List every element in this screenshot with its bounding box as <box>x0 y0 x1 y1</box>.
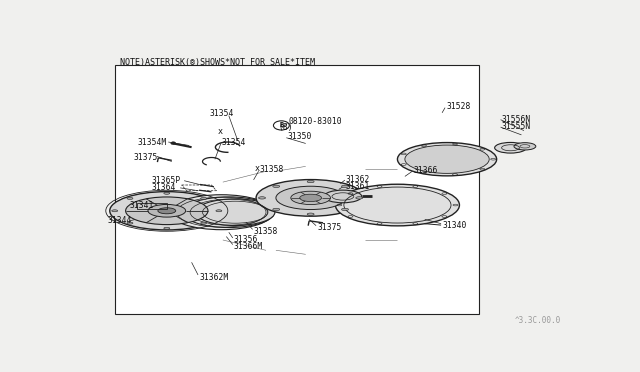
Ellipse shape <box>307 180 314 183</box>
Ellipse shape <box>291 191 330 205</box>
Text: 31375: 31375 <box>134 153 158 162</box>
Ellipse shape <box>183 197 275 228</box>
Ellipse shape <box>342 185 349 187</box>
Ellipse shape <box>201 198 207 199</box>
Text: 31344: 31344 <box>108 216 132 225</box>
Bar <box>115 65 479 314</box>
Ellipse shape <box>397 142 497 176</box>
Text: 31350: 31350 <box>287 132 312 141</box>
Ellipse shape <box>495 142 526 153</box>
Circle shape <box>171 142 176 145</box>
Ellipse shape <box>169 195 273 230</box>
Ellipse shape <box>300 194 321 202</box>
Text: 31358: 31358 <box>260 165 284 174</box>
Text: x: x <box>255 164 260 173</box>
Ellipse shape <box>259 197 266 199</box>
Ellipse shape <box>164 192 170 194</box>
Text: (8): (8) <box>278 123 293 132</box>
Ellipse shape <box>125 197 208 225</box>
Text: 31362: 31362 <box>346 175 370 184</box>
Ellipse shape <box>276 186 346 209</box>
Ellipse shape <box>273 185 280 187</box>
Ellipse shape <box>342 208 349 211</box>
Ellipse shape <box>273 208 280 211</box>
Text: 31356: 31356 <box>234 235 258 244</box>
Text: 31341: 31341 <box>129 201 154 209</box>
Text: 31366: 31366 <box>413 166 438 174</box>
Text: 31354: 31354 <box>209 109 234 118</box>
Ellipse shape <box>256 180 365 216</box>
Text: NOTE)ASTERISK(®)SHOWS*NOT FOR SALE*ITEM: NOTE)ASTERISK(®)SHOWS*NOT FOR SALE*ITEM <box>120 58 315 67</box>
Ellipse shape <box>196 199 275 225</box>
Ellipse shape <box>112 210 118 212</box>
Ellipse shape <box>307 213 314 215</box>
Ellipse shape <box>335 184 460 226</box>
Text: 31354: 31354 <box>221 138 246 147</box>
Text: 31365P: 31365P <box>152 176 181 185</box>
Ellipse shape <box>158 208 176 214</box>
Ellipse shape <box>324 190 362 203</box>
Ellipse shape <box>110 192 224 230</box>
Ellipse shape <box>127 222 133 224</box>
Ellipse shape <box>201 222 207 224</box>
Ellipse shape <box>164 227 170 229</box>
Bar <box>137 203 167 209</box>
Ellipse shape <box>405 145 489 173</box>
Text: 31354M: 31354M <box>137 138 166 147</box>
Text: 31528: 31528 <box>446 102 470 111</box>
Text: ^3.3C.00.0: ^3.3C.00.0 <box>515 316 561 326</box>
Text: 31556N: 31556N <box>502 115 531 124</box>
Text: 31366M: 31366M <box>234 242 263 251</box>
Ellipse shape <box>514 143 536 150</box>
Text: 31361: 31361 <box>346 182 370 191</box>
Text: x: x <box>218 126 222 136</box>
Ellipse shape <box>216 210 222 212</box>
Text: 31340: 31340 <box>442 221 467 230</box>
Text: 31362M: 31362M <box>199 273 228 282</box>
Text: 31375: 31375 <box>317 224 342 232</box>
Text: 08120-83010: 08120-83010 <box>288 118 342 126</box>
Ellipse shape <box>148 205 186 217</box>
Text: B: B <box>279 122 284 128</box>
Text: 31364: 31364 <box>152 183 176 192</box>
Ellipse shape <box>127 198 133 199</box>
Ellipse shape <box>356 197 363 199</box>
Text: 31555N: 31555N <box>502 122 531 131</box>
Text: 31358: 31358 <box>253 227 278 236</box>
